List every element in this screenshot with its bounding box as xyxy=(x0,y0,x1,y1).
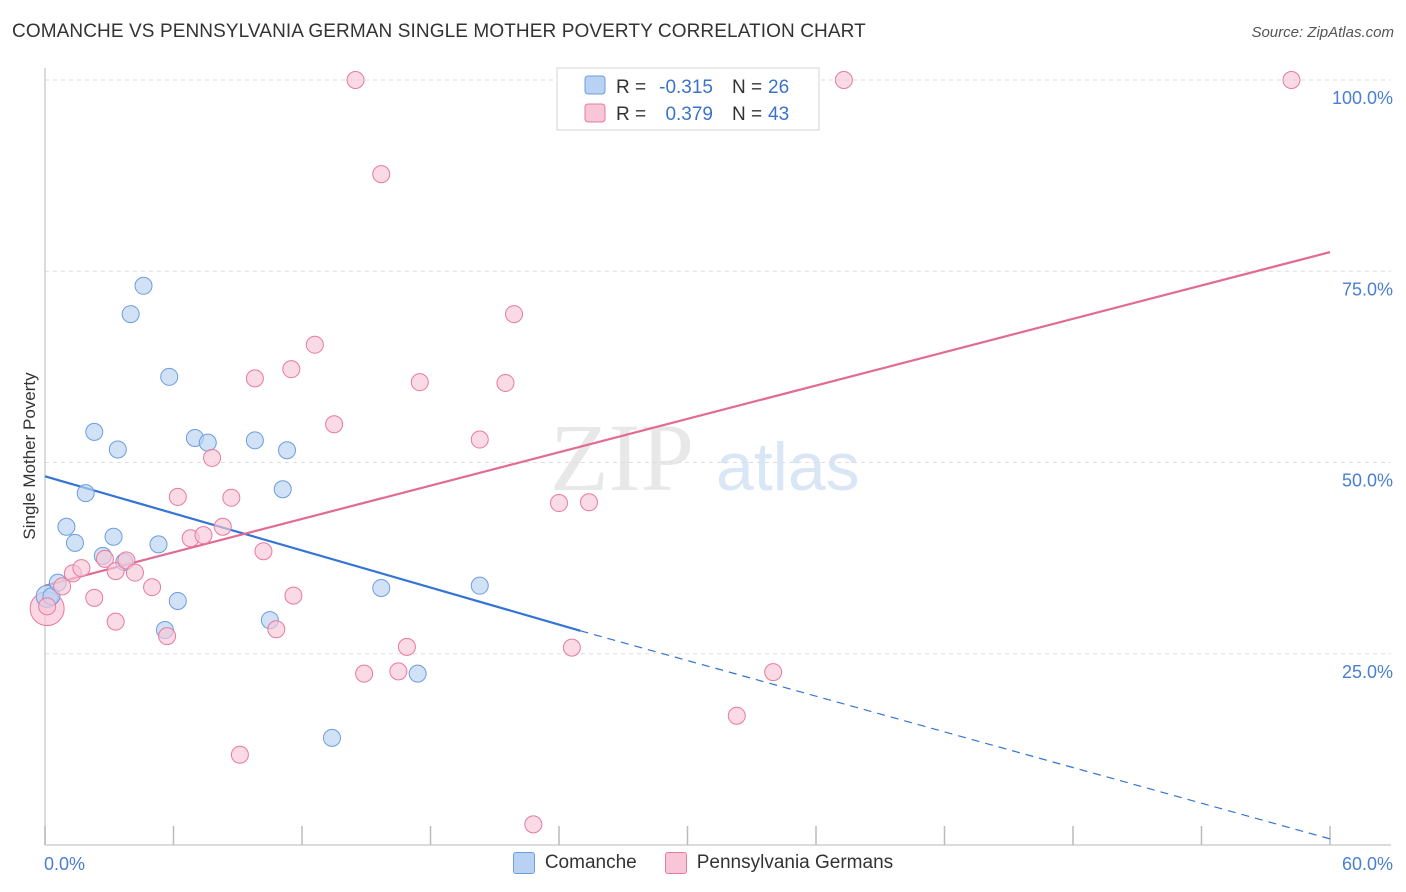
comanche-point xyxy=(245,431,264,450)
source-label: Source: ZipAtlas.com xyxy=(1251,24,1394,41)
pennsylvania-germans-point xyxy=(1282,71,1301,89)
legend-swatch-pennsylvania xyxy=(584,103,606,123)
pennsylvania-germans-point xyxy=(213,517,232,536)
pennsylvania-germans-point xyxy=(505,305,524,324)
comanche-trend-extension xyxy=(580,630,1331,840)
comanche-point xyxy=(278,441,297,460)
legend-n-value-1: 26 xyxy=(768,77,789,98)
y-tick-labels: 25.0% 50.0% 75.0% 100.0% xyxy=(1332,88,1393,682)
pennsylvania-germans-point xyxy=(550,494,568,513)
pennsylvania-germans-point xyxy=(203,448,222,467)
pennsylvania-germans-point xyxy=(230,745,249,764)
x-tick-label-min: 0.0% xyxy=(44,854,85,874)
comanche-point xyxy=(372,578,391,597)
y-tick-label: 100.0% xyxy=(1332,88,1393,108)
legend-n-value-2: 43 xyxy=(768,104,789,125)
chart-title: COMANCHE VS PENNSYLVANIA GERMAN SINGLE M… xyxy=(12,21,866,42)
pennsylvania-germans-point xyxy=(727,706,746,725)
comanche-point xyxy=(160,367,179,386)
comanche-point xyxy=(134,276,153,295)
comanche-trend-line xyxy=(44,475,581,632)
pennsylvania-germans-point xyxy=(72,559,91,578)
stats-legend: R = -0.315 N = 26 R = 0.379 N = 43 xyxy=(556,67,820,131)
pennsylvania-germans-point xyxy=(143,578,162,597)
comanche-point xyxy=(470,576,489,595)
pennsylvania-germans-point xyxy=(106,612,125,631)
pennsylvania-germans-point xyxy=(355,664,374,683)
y-axis-title: Single Mother Poverty xyxy=(20,372,39,540)
comanche-point xyxy=(168,591,187,610)
pennsylvania-germans-point xyxy=(834,71,853,89)
pennsylvania-trend-line xyxy=(44,251,1331,587)
gridlines xyxy=(45,79,1391,655)
comanche-swatch xyxy=(512,852,535,874)
pennsylvania-germans-point xyxy=(158,627,177,646)
comanche-point xyxy=(104,527,123,546)
comanche-point xyxy=(273,480,292,499)
pennsylvania-germans-point xyxy=(53,577,72,596)
pennsylvania-germans-point xyxy=(470,430,489,449)
pennsylvania-germans-point xyxy=(372,165,391,184)
pennsylvania-germans-point xyxy=(168,487,187,506)
y-tick-label: 75.0% xyxy=(1342,279,1393,299)
watermark-zip: ZIP xyxy=(550,404,694,511)
comanche-label: Comanche xyxy=(544,852,637,873)
comanche-point xyxy=(121,305,140,324)
pennsylvania-germans-point xyxy=(389,662,408,681)
pennsylvania-germans-point xyxy=(222,488,241,507)
pennsylvania-germans-point xyxy=(325,415,344,434)
legend-n-label-1: N = xyxy=(732,77,762,98)
pennsylvania-germans-point xyxy=(282,360,301,379)
data-points xyxy=(29,71,1301,834)
pennsylvania-germans-point xyxy=(496,373,515,392)
pennsylvania-germans-point xyxy=(346,71,365,89)
y-tick-label: 25.0% xyxy=(1342,662,1393,682)
legend-r-value-2: 0.379 xyxy=(665,104,713,125)
y-tick-label: 50.0% xyxy=(1342,471,1393,491)
pennsylvania-germans-point xyxy=(397,637,416,656)
series-legend: Comanche Pennsylvania Germans xyxy=(0,852,1406,874)
pennsylvania-germans-point xyxy=(305,335,324,354)
x-ticks xyxy=(44,826,1331,845)
legend-n-label-2: N = xyxy=(732,104,762,125)
pennsylvania-germans-point xyxy=(38,597,57,616)
comanche-point xyxy=(57,517,76,536)
legend-item-comanche[interactable]: Comanche xyxy=(512,852,637,874)
trend-lines xyxy=(44,251,1331,840)
pennsylvania-germans-point xyxy=(106,562,125,581)
watermark-atlas: atlas xyxy=(716,429,860,505)
comanche-point xyxy=(85,422,104,441)
pennsylvania-germans-point xyxy=(254,542,273,561)
pennsylvania-germans-point xyxy=(95,549,114,568)
pennsylvania-germans-point xyxy=(764,663,783,682)
comanche-point xyxy=(198,433,217,452)
pennsylvania-germans-point xyxy=(267,620,286,639)
pennsylvania-germans-point xyxy=(284,586,303,605)
pennsylvania-germans-point xyxy=(579,493,598,512)
legend-r-label-2: R = xyxy=(616,104,646,125)
pennsylvania-germans-point xyxy=(524,815,543,834)
pennsylvania-germans-point xyxy=(85,588,104,607)
legend-swatch-comanche xyxy=(584,75,606,95)
pennsylvania-germans-point xyxy=(245,369,264,388)
pennsylvania-germans-point xyxy=(117,551,136,570)
pennsylvania-germans-swatch xyxy=(664,852,687,874)
pennsylvania-germans-point xyxy=(125,563,144,582)
pennsylvania-germans-point xyxy=(562,638,581,657)
legend-item-pennsylvania-germans[interactable]: Pennsylvania Germans xyxy=(664,852,894,874)
comanche-point xyxy=(149,535,168,554)
pennsylvania-germans-point xyxy=(194,526,213,545)
pennsylvania-germans-label: Pennsylvania Germans xyxy=(696,852,894,873)
comanche-point xyxy=(65,533,84,552)
comanche-point xyxy=(108,440,127,459)
comanche-point xyxy=(322,728,341,747)
pennsylvania-germans-point xyxy=(410,373,429,392)
x-tick-label-max: 60.0% xyxy=(1342,854,1393,874)
comanche-point xyxy=(76,484,95,503)
legend-r-label-1: R = xyxy=(616,77,646,98)
comanche-point xyxy=(408,664,427,683)
legend-r-value-1: -0.315 xyxy=(659,77,713,98)
